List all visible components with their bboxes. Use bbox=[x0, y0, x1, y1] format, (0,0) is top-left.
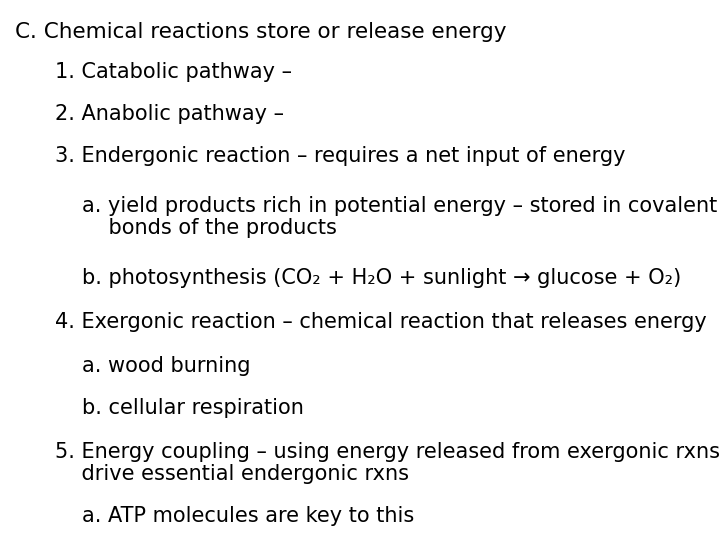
Text: a. ATP molecules are key to this: a. ATP molecules are key to this bbox=[82, 506, 414, 526]
Text: 3. Endergonic reaction – requires a net input of energy: 3. Endergonic reaction – requires a net … bbox=[55, 146, 626, 166]
Text: b. photosynthesis (CO₂ + H₂O + sunlight → glucose + O₂): b. photosynthesis (CO₂ + H₂O + sunlight … bbox=[82, 268, 681, 288]
Text: C. Chemical reactions store or release energy: C. Chemical reactions store or release e… bbox=[15, 22, 506, 42]
Text: 4. Exergonic reaction – chemical reaction that releases energy: 4. Exergonic reaction – chemical reactio… bbox=[55, 312, 707, 332]
Text: a. yield products rich in potential energy – stored in covalent: a. yield products rich in potential ener… bbox=[82, 196, 717, 216]
Text: 5. Energy coupling – using energy released from exergonic rxns to: 5. Energy coupling – using energy releas… bbox=[55, 442, 720, 462]
Text: bonds of the products: bonds of the products bbox=[82, 218, 337, 238]
Text: 1. Catabolic pathway –: 1. Catabolic pathway – bbox=[55, 62, 292, 82]
Text: b. cellular respiration: b. cellular respiration bbox=[82, 398, 304, 418]
Text: a. wood burning: a. wood burning bbox=[82, 356, 251, 376]
Text: drive essential endergonic rxns: drive essential endergonic rxns bbox=[55, 464, 409, 484]
Text: 2. Anabolic pathway –: 2. Anabolic pathway – bbox=[55, 104, 284, 124]
